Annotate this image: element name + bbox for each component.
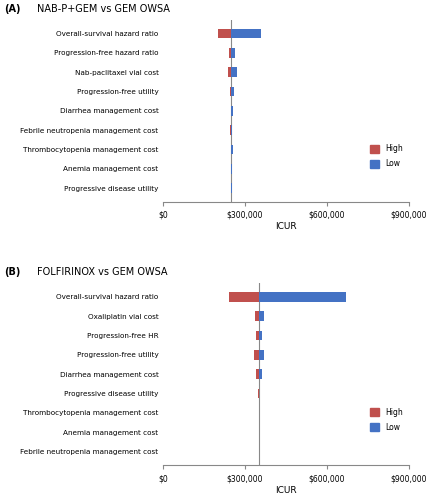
Bar bbox=[231, 28, 261, 38]
Bar bbox=[229, 48, 231, 58]
Bar bbox=[259, 330, 262, 340]
Bar bbox=[231, 106, 233, 116]
Bar bbox=[230, 86, 231, 97]
Bar bbox=[228, 68, 231, 77]
Bar bbox=[230, 126, 231, 135]
Text: (A): (A) bbox=[4, 4, 21, 14]
X-axis label: ICUR: ICUR bbox=[275, 222, 297, 232]
Bar bbox=[231, 144, 233, 154]
Bar bbox=[218, 28, 231, 38]
Bar bbox=[231, 68, 237, 77]
Text: FOLFIRINOX vs GEM OWSA: FOLFIRINOX vs GEM OWSA bbox=[37, 268, 167, 278]
Bar bbox=[259, 370, 262, 379]
Bar bbox=[259, 312, 264, 321]
Legend: High, Low: High, Low bbox=[369, 406, 405, 433]
Bar bbox=[231, 48, 235, 58]
Bar bbox=[229, 292, 259, 302]
Bar bbox=[231, 86, 233, 97]
Text: NAB-P+GEM vs GEM OWSA: NAB-P+GEM vs GEM OWSA bbox=[37, 4, 169, 14]
Bar bbox=[231, 126, 232, 135]
Bar bbox=[254, 350, 259, 360]
Bar bbox=[256, 330, 259, 340]
Legend: High, Low: High, Low bbox=[369, 142, 405, 170]
Bar bbox=[259, 292, 346, 302]
Bar bbox=[255, 312, 259, 321]
Bar bbox=[256, 370, 259, 379]
Text: (B): (B) bbox=[4, 268, 21, 278]
Bar bbox=[259, 350, 264, 360]
X-axis label: ICUR: ICUR bbox=[275, 486, 297, 495]
